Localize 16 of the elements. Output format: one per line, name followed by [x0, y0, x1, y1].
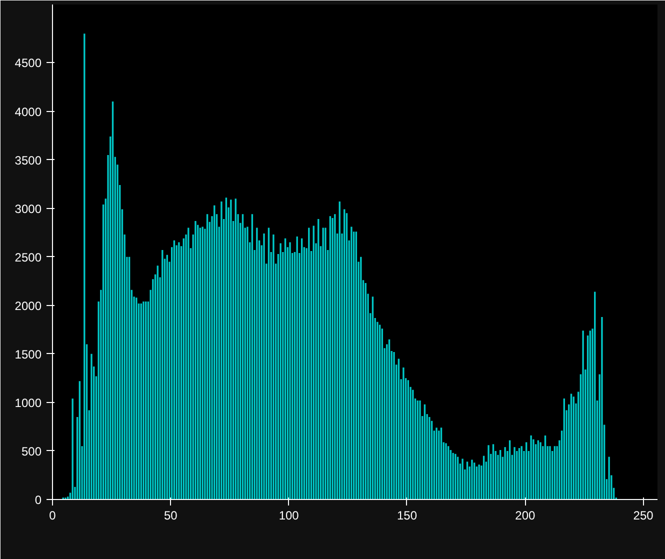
x-tick-label: 250 — [633, 508, 654, 522]
x-tick-label: 100 — [278, 508, 300, 522]
y-tick-label: 3500 — [14, 153, 42, 168]
y-tick-label: 0 — [34, 493, 42, 507]
y-tick-label: 4500 — [14, 56, 42, 70]
x-tick-label: 50 — [164, 508, 178, 522]
y-tick-label: 500 — [21, 444, 42, 458]
y-tick-label: 2000 — [14, 298, 42, 313]
y-tick-label: 2500 — [14, 250, 42, 264]
x-tick-label: 150 — [396, 508, 418, 522]
x-tick-label: 0 — [49, 508, 56, 522]
y-tick-label: 4000 — [14, 104, 42, 119]
y-tick-label: 1500 — [14, 347, 42, 362]
y-tick-label: 3000 — [14, 202, 42, 216]
x-tick-label: 200 — [515, 508, 536, 522]
y-tick-label: 1000 — [14, 396, 42, 410]
